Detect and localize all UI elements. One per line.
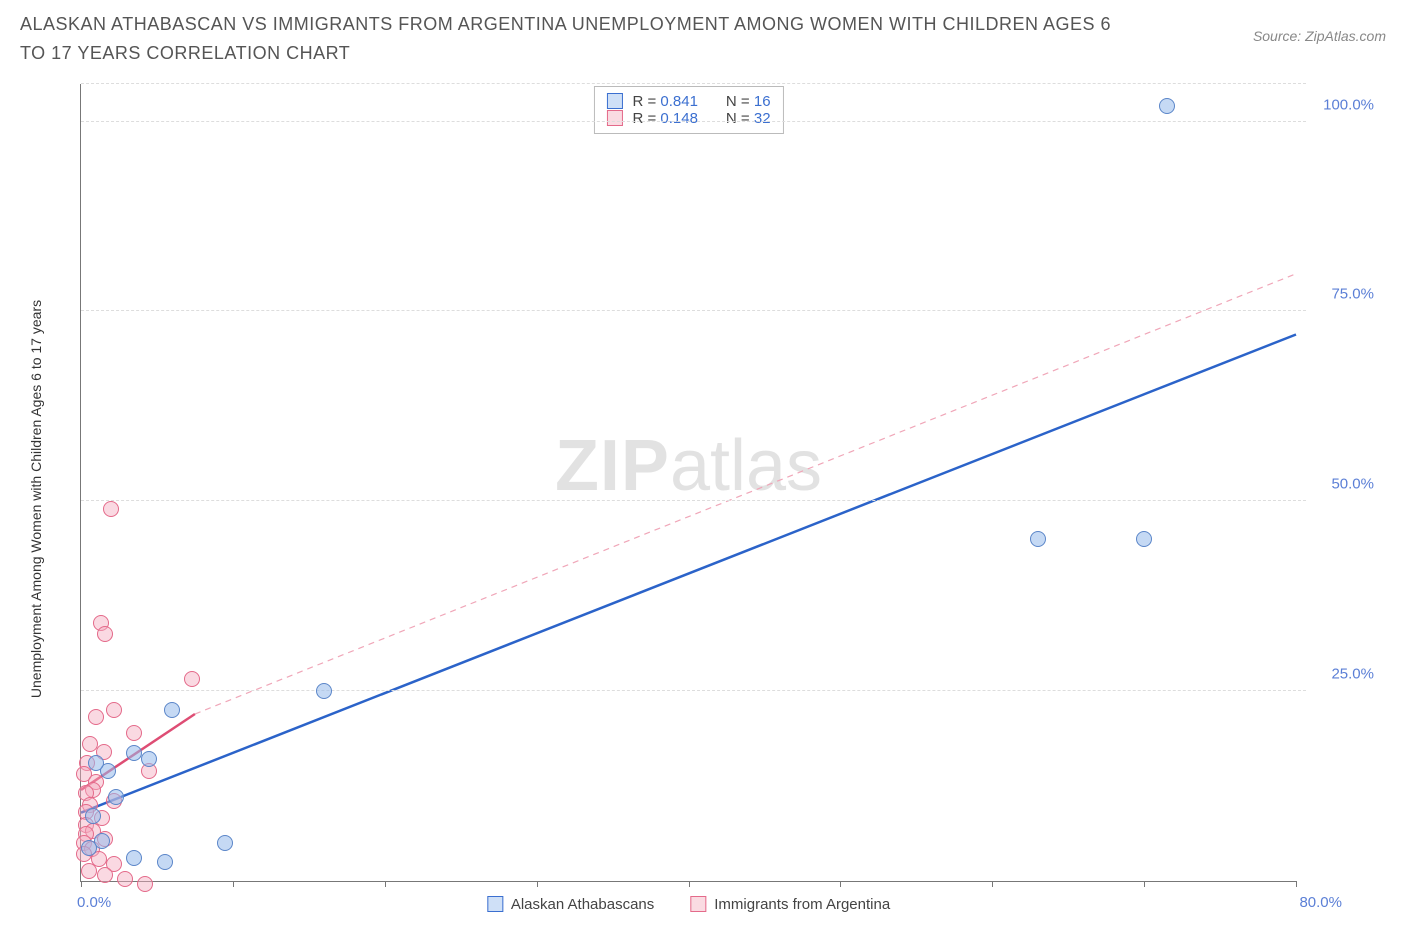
scatter-point-pink: [103, 501, 119, 517]
scatter-point-blue: [81, 840, 97, 856]
x-tick: [689, 881, 690, 887]
legend-stats-row-1: R = 0.841 N = 16: [606, 93, 770, 110]
scatter-point-pink: [184, 671, 200, 687]
gridline: [81, 500, 1306, 501]
scatter-point-blue: [108, 789, 124, 805]
x-tick: [992, 881, 993, 887]
x-tick: [81, 881, 82, 887]
scatter-point-pink: [88, 709, 104, 725]
y-tick-label: 50.0%: [1331, 476, 1374, 493]
watermark: ZIPatlas: [555, 425, 822, 507]
x-tick: [233, 881, 234, 887]
series2-swatch-icon: [690, 896, 706, 912]
plot-region: ZIPatlas R = 0.841 N = 16 R = 0.148 N = …: [80, 84, 1296, 882]
y-tick-label: 25.0%: [1331, 665, 1374, 682]
scatter-point-pink: [97, 867, 113, 883]
scatter-point-blue: [88, 755, 104, 771]
scatter-point-blue: [85, 808, 101, 824]
x-tick: [1296, 881, 1297, 887]
source-label: Source: ZipAtlas.com: [1253, 10, 1386, 44]
trend-lines: [81, 84, 1296, 881]
scatter-point-pink: [137, 876, 153, 892]
scatter-point-blue: [94, 833, 110, 849]
scatter-point-pink: [126, 725, 142, 741]
gridline: [81, 83, 1306, 84]
scatter-point-blue: [316, 683, 332, 699]
scatter-point-blue: [141, 751, 157, 767]
scatter-point-blue: [157, 854, 173, 870]
x-min-label: 0.0%: [77, 894, 111, 911]
x-tick: [537, 881, 538, 887]
legend-stats-box: R = 0.841 N = 16 R = 0.148 N = 32: [593, 86, 783, 134]
x-tick: [840, 881, 841, 887]
legend-swatch-pink: [606, 110, 622, 126]
y-tick-label: 75.0%: [1331, 286, 1374, 303]
x-tick: [385, 881, 386, 887]
gridline: [81, 310, 1306, 311]
y-axis-label: Unemployment Among Women with Children A…: [28, 300, 44, 698]
scatter-point-blue: [1030, 531, 1046, 547]
x-max-label: 80.0%: [1299, 894, 1342, 911]
gridline: [81, 690, 1306, 691]
chart-title: ALASKAN ATHABASCAN VS IMMIGRANTS FROM AR…: [20, 10, 1120, 68]
scatter-point-blue: [217, 835, 233, 851]
scatter-point-blue: [1136, 531, 1152, 547]
x-tick: [1144, 881, 1145, 887]
legend-item-2: Immigrants from Argentina: [690, 896, 890, 913]
legend-item-1: Alaskan Athabascans: [487, 896, 654, 913]
series1-swatch-icon: [487, 896, 503, 912]
scatter-point-blue: [164, 702, 180, 718]
scatter-point-pink: [117, 871, 133, 887]
legend-stats-row-2: R = 0.148 N = 32: [606, 110, 770, 127]
bottom-legend: Alaskan Athabascans Immigrants from Arge…: [487, 896, 890, 913]
scatter-point-blue: [126, 745, 142, 761]
gridline: [81, 121, 1306, 122]
y-tick-label: 100.0%: [1323, 96, 1374, 113]
chart-area: Unemployment Among Women with Children A…: [20, 74, 1386, 924]
legend-swatch-blue: [606, 93, 622, 109]
series2-label: Immigrants from Argentina: [714, 896, 890, 913]
scatter-point-blue: [1159, 98, 1175, 114]
scatter-point-pink: [97, 626, 113, 642]
scatter-point-pink: [81, 863, 97, 879]
scatter-point-blue: [126, 850, 142, 866]
series1-label: Alaskan Athabascans: [511, 896, 654, 913]
scatter-point-pink: [106, 702, 122, 718]
